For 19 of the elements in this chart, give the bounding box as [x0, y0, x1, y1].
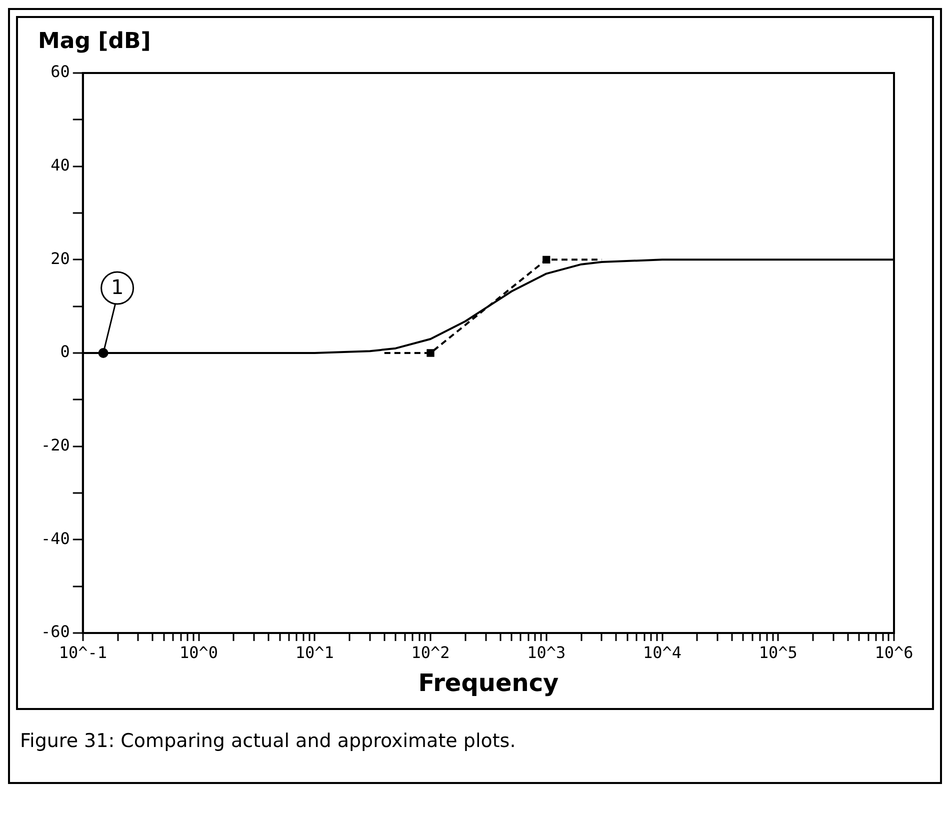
y-tick-label: -40 [40, 528, 70, 548]
y-tick-label: 60 [50, 62, 70, 82]
x-tick-label: 10^1 [295, 642, 334, 662]
x-tick-label: 10^4 [642, 642, 682, 662]
x-tick-label: 10^3 [527, 642, 566, 662]
x-tick-label: 10^-1 [58, 642, 107, 662]
x-axis-title: Frequency [418, 668, 560, 697]
x-tick-label: 10^0 [180, 642, 218, 662]
x-tick-label: 10^6 [874, 642, 914, 662]
y-tick-label: 40 [50, 155, 70, 174]
x-tick-label: 10^5 [758, 642, 798, 662]
caption: Figure 31: Comparing actual and approximate plots. [19, 729, 517, 754]
y-axis-title: Mag [dB] [38, 29, 151, 54]
y-tick-label: -20 [40, 435, 70, 454]
y-tick-label: 20 [50, 248, 70, 268]
annotation: 1 [110, 275, 124, 300]
y-tick-label: -60 [40, 622, 70, 642]
y-tick-label: 0 [60, 342, 70, 362]
x-tick-label: 10^2 [411, 642, 450, 662]
